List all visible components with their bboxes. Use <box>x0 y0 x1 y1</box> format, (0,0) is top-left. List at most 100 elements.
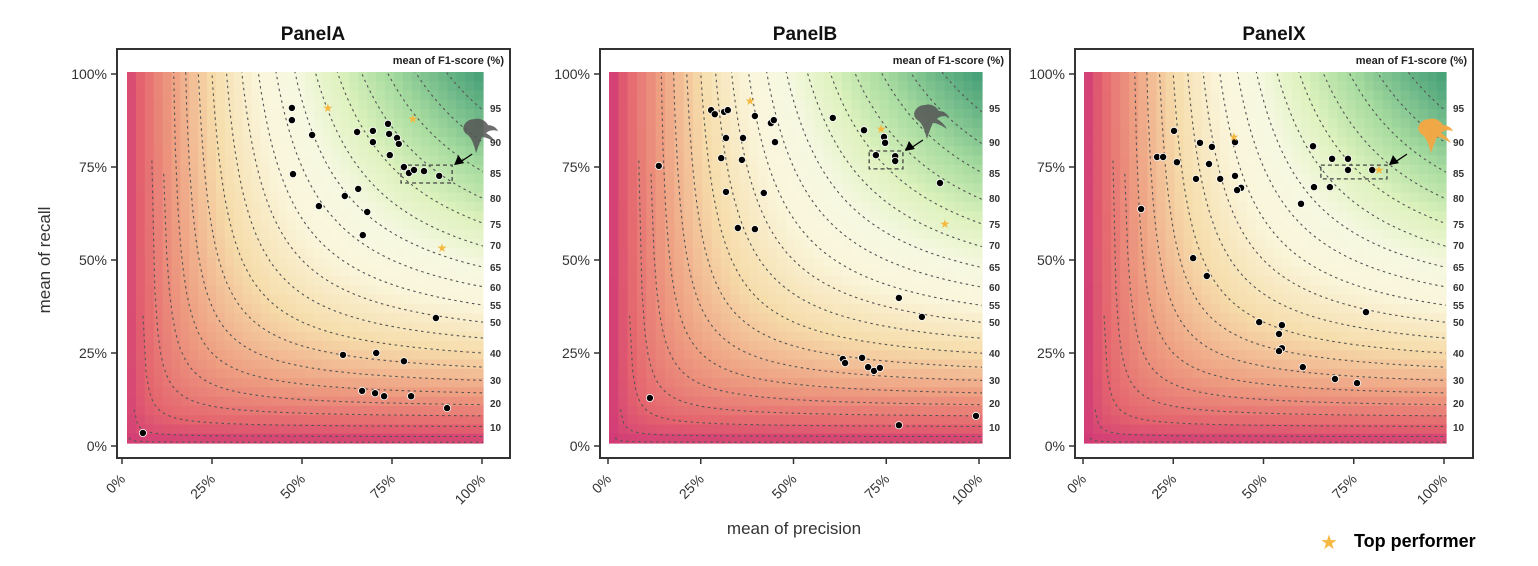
x-axis-title: mean of precision <box>727 519 861 538</box>
data-point <box>739 133 748 142</box>
contour-f1-15 <box>1112 160 1446 417</box>
data-point <box>1328 154 1337 163</box>
data-point <box>380 392 389 401</box>
data-point <box>338 350 347 359</box>
x-tick-label: 0% <box>1063 471 1089 497</box>
top-performer-star: ★ <box>1374 163 1385 177</box>
highlight-box <box>868 150 904 170</box>
f1-level-label: 10 <box>989 423 1001 434</box>
f1-level-label: 80 <box>490 194 502 205</box>
star-icon: ★ <box>1320 530 1338 554</box>
f1-level-label: 40 <box>1453 349 1465 360</box>
f1-heatmap <box>1084 72 1447 444</box>
x-tick-label: 25% <box>1148 471 1179 502</box>
x-tick-label: 50% <box>1238 471 1269 502</box>
data-point <box>385 151 394 160</box>
contour-f1-20 <box>650 173 982 406</box>
top-performer-star: ★ <box>745 94 756 108</box>
y-tick-label: 100% <box>71 66 107 82</box>
data-point <box>1189 254 1198 263</box>
data-point <box>891 156 900 165</box>
f1-level-label: 65 <box>490 263 502 274</box>
x-tick-label: 100% <box>451 471 488 508</box>
data-point <box>750 225 759 234</box>
contour-f1-60 <box>1236 72 1446 288</box>
y-tick-label: 75% <box>562 159 590 175</box>
mascot-dragon-icon <box>463 118 499 154</box>
contour-f1-65 <box>1255 72 1446 268</box>
f1-level-label: 20 <box>989 399 1001 410</box>
data-point <box>1362 308 1371 317</box>
data-point <box>881 138 890 147</box>
data-point <box>1344 165 1353 174</box>
x-tick-label: 0% <box>102 471 128 497</box>
data-point <box>1202 271 1211 280</box>
contour-f1-90 <box>1376 72 1446 144</box>
f1-level-label: 30 <box>1453 376 1465 387</box>
contour-f1-70 <box>314 72 483 247</box>
contour-f1-60 <box>275 72 483 288</box>
data-point <box>431 313 440 322</box>
f1-level-label: 90 <box>989 138 1001 149</box>
data-point <box>1172 158 1181 167</box>
f1-level-label: 80 <box>1453 194 1465 205</box>
data-point <box>409 165 418 174</box>
contour-f1-45 <box>715 72 982 339</box>
data-point <box>372 348 381 357</box>
top-performer-star: ★ <box>408 112 419 126</box>
data-point <box>1275 329 1284 338</box>
contour-f1-25 <box>1134 72 1446 394</box>
f1-contours <box>614 72 982 443</box>
legend: ★ Top performer <box>1320 530 1476 554</box>
data-point <box>1331 374 1340 383</box>
f1-level-label: 10 <box>490 423 502 434</box>
data-point <box>407 392 416 401</box>
legend-label: Top performer <box>1354 531 1476 551</box>
x-tick-label: 25% <box>187 471 218 502</box>
contour-f1-15 <box>151 160 483 417</box>
contour-f1-80 <box>1322 72 1446 200</box>
contour-f1-40 <box>211 72 483 354</box>
top-performer-star: ★ <box>940 217 951 231</box>
data-point <box>1275 347 1284 356</box>
f1-heatmap <box>609 72 983 444</box>
data-point <box>1344 154 1353 163</box>
data-point <box>645 393 654 402</box>
data-point <box>737 155 746 164</box>
data-point <box>894 293 903 302</box>
data-point <box>287 103 296 112</box>
contour-f1-45 <box>225 72 483 339</box>
data-point <box>353 127 362 136</box>
data-point <box>385 129 394 138</box>
data-point <box>654 161 663 170</box>
x-tick-label: 100% <box>948 471 985 508</box>
y-tick-label: 50% <box>79 252 107 268</box>
contour-f1-35 <box>686 72 982 368</box>
data-point <box>1309 142 1318 151</box>
contour-f1-75 <box>829 72 982 225</box>
data-point <box>443 404 452 413</box>
contour-f1-65 <box>785 72 982 269</box>
data-point <box>1205 159 1214 168</box>
data-point <box>314 202 323 211</box>
data-point <box>722 187 731 196</box>
f1-level-label: 75 <box>1453 220 1465 231</box>
f1-contours <box>128 72 483 443</box>
data-point <box>371 389 380 398</box>
f1-level-label: 80 <box>989 194 1001 205</box>
y-tick-label: 75% <box>1037 159 1065 175</box>
data-point <box>1297 199 1306 208</box>
top-performer-star: ★ <box>1229 130 1240 144</box>
f1-heatmap <box>127 72 484 444</box>
f1-level-label: 40 <box>989 349 1001 360</box>
contour-f1-35 <box>1158 72 1446 368</box>
data-point <box>1216 174 1225 183</box>
x-tick-label: 100% <box>1413 471 1450 508</box>
data-point <box>936 178 945 187</box>
arrow-icon <box>904 141 915 152</box>
y-tick-label: 0% <box>87 438 107 454</box>
f1-level-label: 20 <box>1453 399 1465 410</box>
f1-level-label: 65 <box>989 263 1001 274</box>
data-point <box>1196 138 1205 147</box>
